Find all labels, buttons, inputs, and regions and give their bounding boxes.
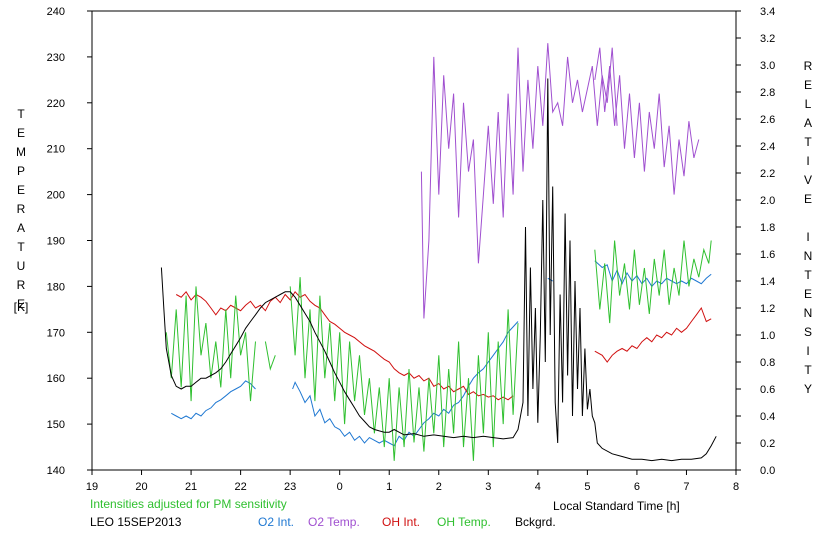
- left-tick-label: 160: [47, 373, 65, 385]
- x-tick-label: 7: [683, 481, 689, 493]
- right-tick-label: 1.4: [760, 276, 775, 288]
- x-tick-label: 0: [337, 481, 343, 493]
- right-tick-label: 0.4: [760, 411, 775, 423]
- x-tick-label: 4: [535, 481, 541, 493]
- right-tick-label: 2.4: [760, 141, 775, 153]
- left-tick-label: 180: [47, 281, 65, 293]
- right-tick-label: 3.0: [760, 60, 775, 72]
- series-oh-temp-line: [594, 240, 712, 324]
- legend-oh-temp: OH Temp.: [437, 515, 491, 529]
- plot-frame: [91, 10, 737, 471]
- x-tick-label: 8: [733, 481, 739, 493]
- right-tick-label: 1.2: [760, 303, 775, 315]
- right-tick-label: 0.0: [760, 465, 775, 477]
- right-tick-label: 3.2: [760, 33, 775, 45]
- legend-o2-int: O2 Int.: [258, 515, 295, 529]
- left-tick-label: 240: [47, 6, 65, 18]
- series-o2-int-line: [547, 277, 553, 282]
- x-tick-label: 19: [86, 481, 98, 493]
- left-tick-label: 230: [47, 52, 65, 64]
- x-tick-label: 2: [436, 481, 442, 493]
- series-o2-temp-line: [594, 47, 700, 195]
- right-tick-label: 0.2: [760, 438, 775, 450]
- station-label: LEO 15SEP2013: [90, 515, 182, 529]
- left-tick-label: 150: [47, 419, 65, 431]
- pm-sensitivity-note: Intensities adjusted for PM sensitivity: [90, 497, 287, 511]
- series-oh-temp-line: [264, 341, 276, 371]
- x-tick-label: 6: [634, 481, 640, 493]
- series-layer: [160, 43, 717, 462]
- right-tick-label: 3.4: [760, 6, 775, 18]
- right-tick-label: 1.8: [760, 222, 775, 234]
- left-tick-label: 140: [47, 465, 65, 477]
- left-tick-label: 200: [47, 190, 65, 202]
- left-tick-label: 210: [47, 144, 65, 156]
- right-tick-label: 1.6: [760, 249, 775, 261]
- series-oh-temp-line: [289, 277, 519, 461]
- legend-o2-temp: O2 Temp.: [308, 515, 360, 529]
- right-tick-label: 2.0: [760, 195, 775, 207]
- right-tick-label: 0.8: [760, 357, 775, 369]
- x-axis: 19 20 21 22 23 0 1 2 3 4 5 6 7 8: [86, 470, 739, 493]
- right-tick-label: 2.2: [760, 168, 775, 180]
- left-tick-label: 190: [47, 236, 65, 248]
- legend-bckgrd: Bckgrd.: [515, 515, 556, 529]
- left-y-axis: 140 150 160 170 180 190 200 210 220 230 240: [47, 6, 92, 477]
- series-o2-temp-line: [420, 43, 618, 319]
- left-tick-label: 220: [47, 98, 65, 110]
- series-oh-temp-line: [165, 286, 256, 402]
- x-tick-label: 21: [185, 481, 197, 493]
- x-tick-label: 23: [284, 481, 296, 493]
- x-tick-label: 22: [234, 481, 246, 493]
- series-bckgrd-line: [160, 78, 717, 462]
- right-tick-label: 0.6: [760, 384, 775, 396]
- left-axis-unit: [K]: [13, 300, 29, 314]
- x-axis-title: Local Standard Time [h]: [553, 499, 680, 513]
- series-o2-int-line: [594, 260, 712, 288]
- x-tick-label: 3: [485, 481, 491, 493]
- right-y-axis: 0.0 0.2 0.4 0.6 0.8 1.0 1.2 1.4 1.6 1.8 2.0 2.2 2.4 2…: [736, 6, 775, 477]
- right-tick-label: 2.6: [760, 114, 775, 126]
- right-tick-label: 1.0: [760, 330, 775, 342]
- x-tick-label: 5: [584, 481, 590, 493]
- left-tick-label: 170: [47, 327, 65, 339]
- series-o2-int-line: [171, 380, 256, 420]
- series-oh-int-line: [594, 306, 712, 363]
- legend-oh-int: OH Int.: [382, 515, 421, 529]
- right-tick-label: 2.8: [760, 87, 775, 99]
- series-oh-int-line: [175, 290, 514, 401]
- x-tick-label: 20: [135, 481, 147, 493]
- x-tick-label: 1: [386, 481, 392, 493]
